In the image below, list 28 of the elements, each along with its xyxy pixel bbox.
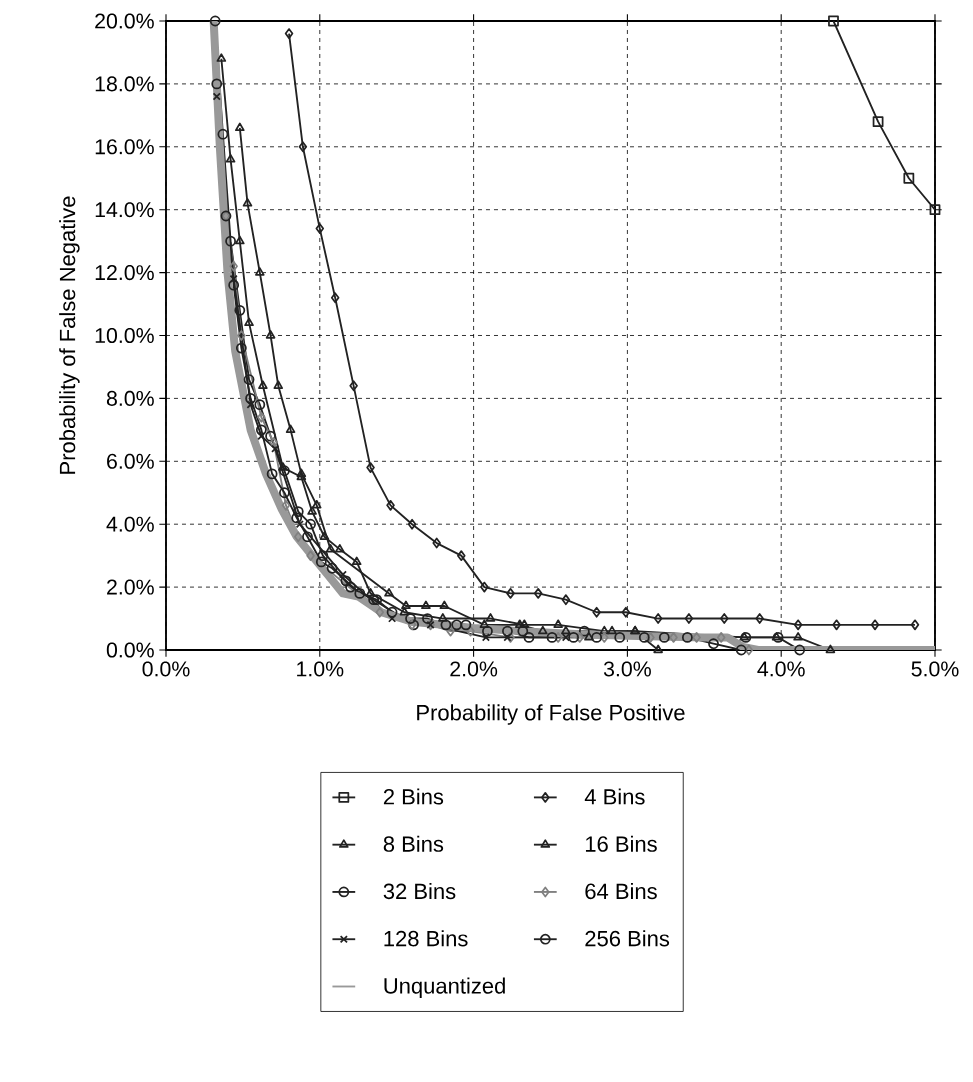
- x-tick-label: 1.0%: [297, 661, 344, 677]
- legend-label: 4 Bins: [584, 788, 645, 805]
- x-axis-title: Probability of False Positive: [417, 704, 685, 725]
- legend-label: 64 Bins: [585, 882, 657, 900]
- y-tick-label: 10.0%: [95, 327, 154, 344]
- x-tick-label: 2.0%: [450, 661, 498, 677]
- x-tick-label: 5.0%: [911, 661, 959, 677]
- y-tick-label: 14.0%: [95, 202, 154, 218]
- y-tick-label: 8.0%: [106, 390, 154, 406]
- y-tick-label: 16.0%: [95, 139, 154, 155]
- legend-label: 128 Bins: [384, 930, 468, 947]
- x-tick-label: 4.0%: [757, 661, 805, 677]
- y-tick-label: 12.0%: [95, 265, 154, 281]
- legend-label: 16 Bins: [585, 835, 657, 852]
- legend-label: 2 Bins: [383, 788, 444, 805]
- legend-label: 8 Bins: [383, 835, 444, 852]
- legend-label: 256 Bins: [585, 930, 670, 947]
- y-tick-label: 18.0%: [95, 76, 154, 92]
- y-axis-title: Probability of False Negative: [59, 196, 80, 474]
- y-tick-label: 4.0%: [106, 516, 154, 532]
- x-tick-label: 3.0%: [603, 661, 651, 677]
- y-tick-label: 0.0%: [106, 642, 154, 658]
- y-tick-label: 2.0%: [107, 579, 154, 595]
- legend-label: Unquantized: [384, 977, 505, 999]
- y-tick-label: 20.0%: [95, 13, 154, 29]
- x-tick-label: 0.0%: [142, 661, 190, 677]
- legend-label: 32 Bins: [383, 882, 456, 900]
- y-tick-label: 6.0%: [107, 453, 154, 469]
